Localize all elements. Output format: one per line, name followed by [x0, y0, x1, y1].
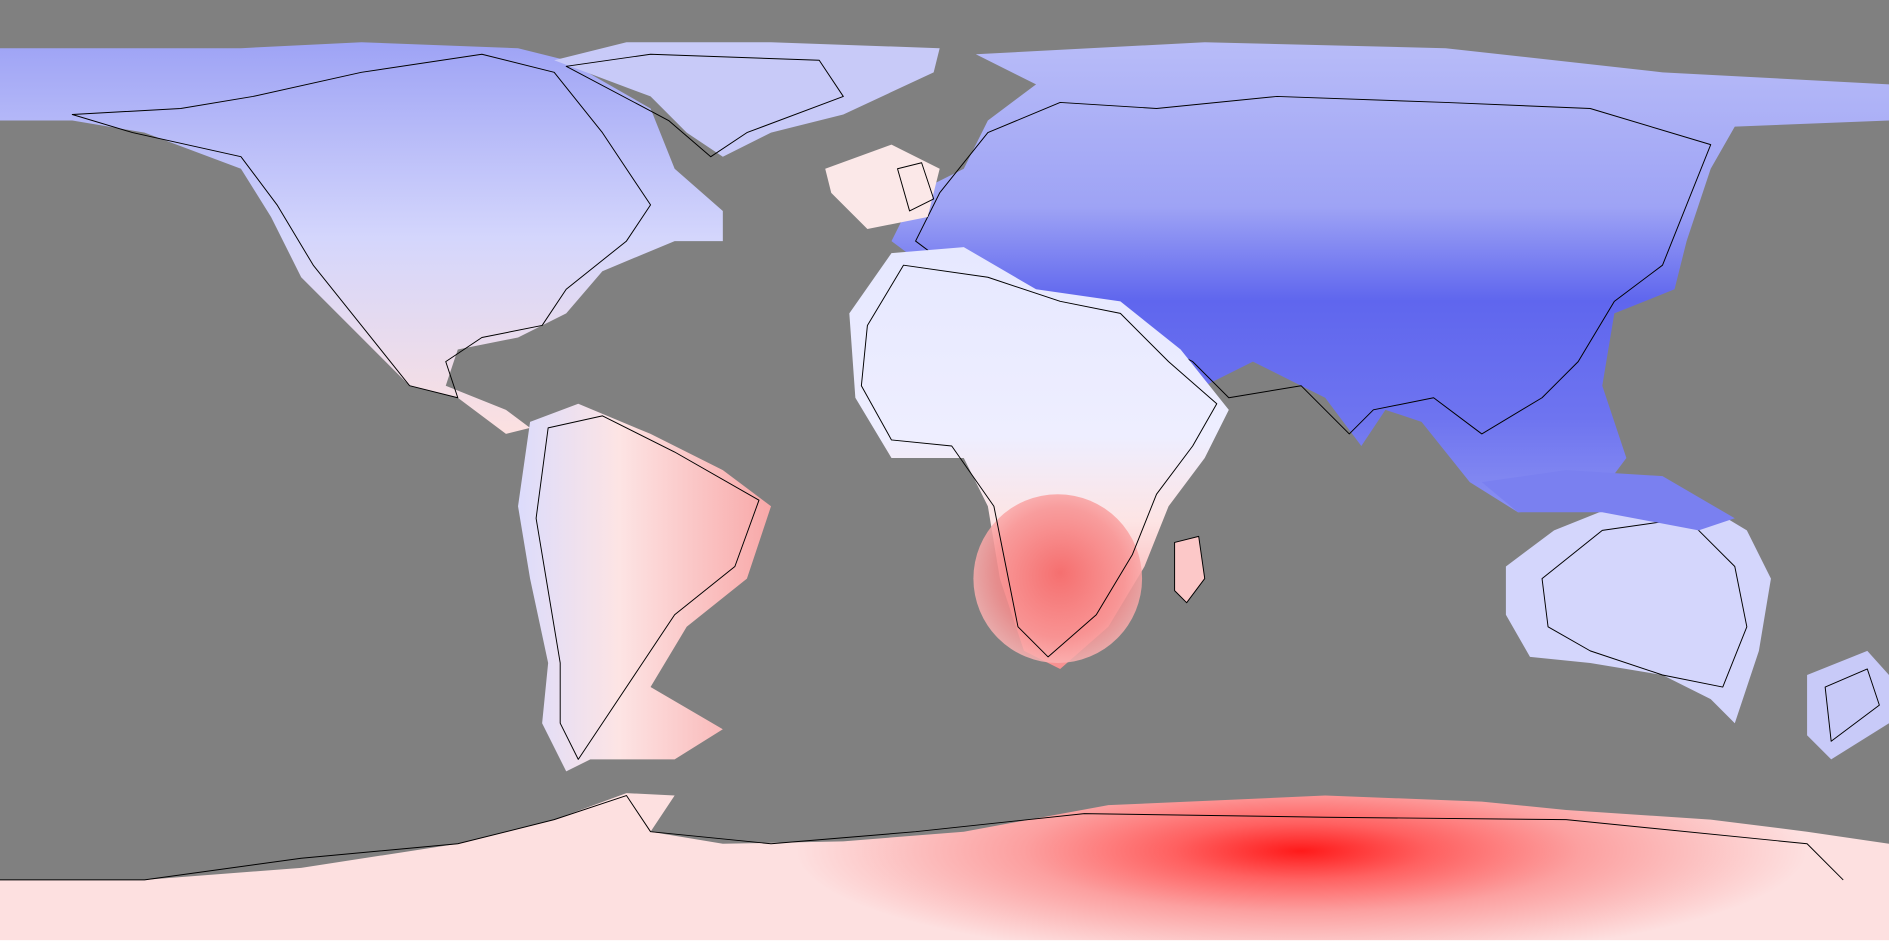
bottom-edge: [0, 940, 1889, 945]
south-africa-warm: [973, 494, 1143, 663]
australia-coast: [1541, 517, 1748, 688]
british-isles-coast: [897, 162, 935, 212]
greenland-coast: [565, 53, 844, 158]
south-america: [518, 403, 772, 772]
australia: [1505, 494, 1771, 724]
antarctica-coast: [0, 795, 1844, 881]
maritime-se-asia: [1481, 470, 1735, 531]
eurasia: [891, 42, 1889, 513]
new-zealand: [1807, 650, 1889, 760]
north-america: [0, 42, 723, 434]
south-america-coast: [535, 415, 760, 760]
new-zealand-coast: [1824, 668, 1880, 742]
africa-coast: [860, 264, 1218, 658]
madagascar: [1174, 535, 1206, 604]
greenland: [554, 42, 940, 157]
antarctica: [0, 793, 1889, 945]
north-america-coast: [71, 53, 652, 399]
